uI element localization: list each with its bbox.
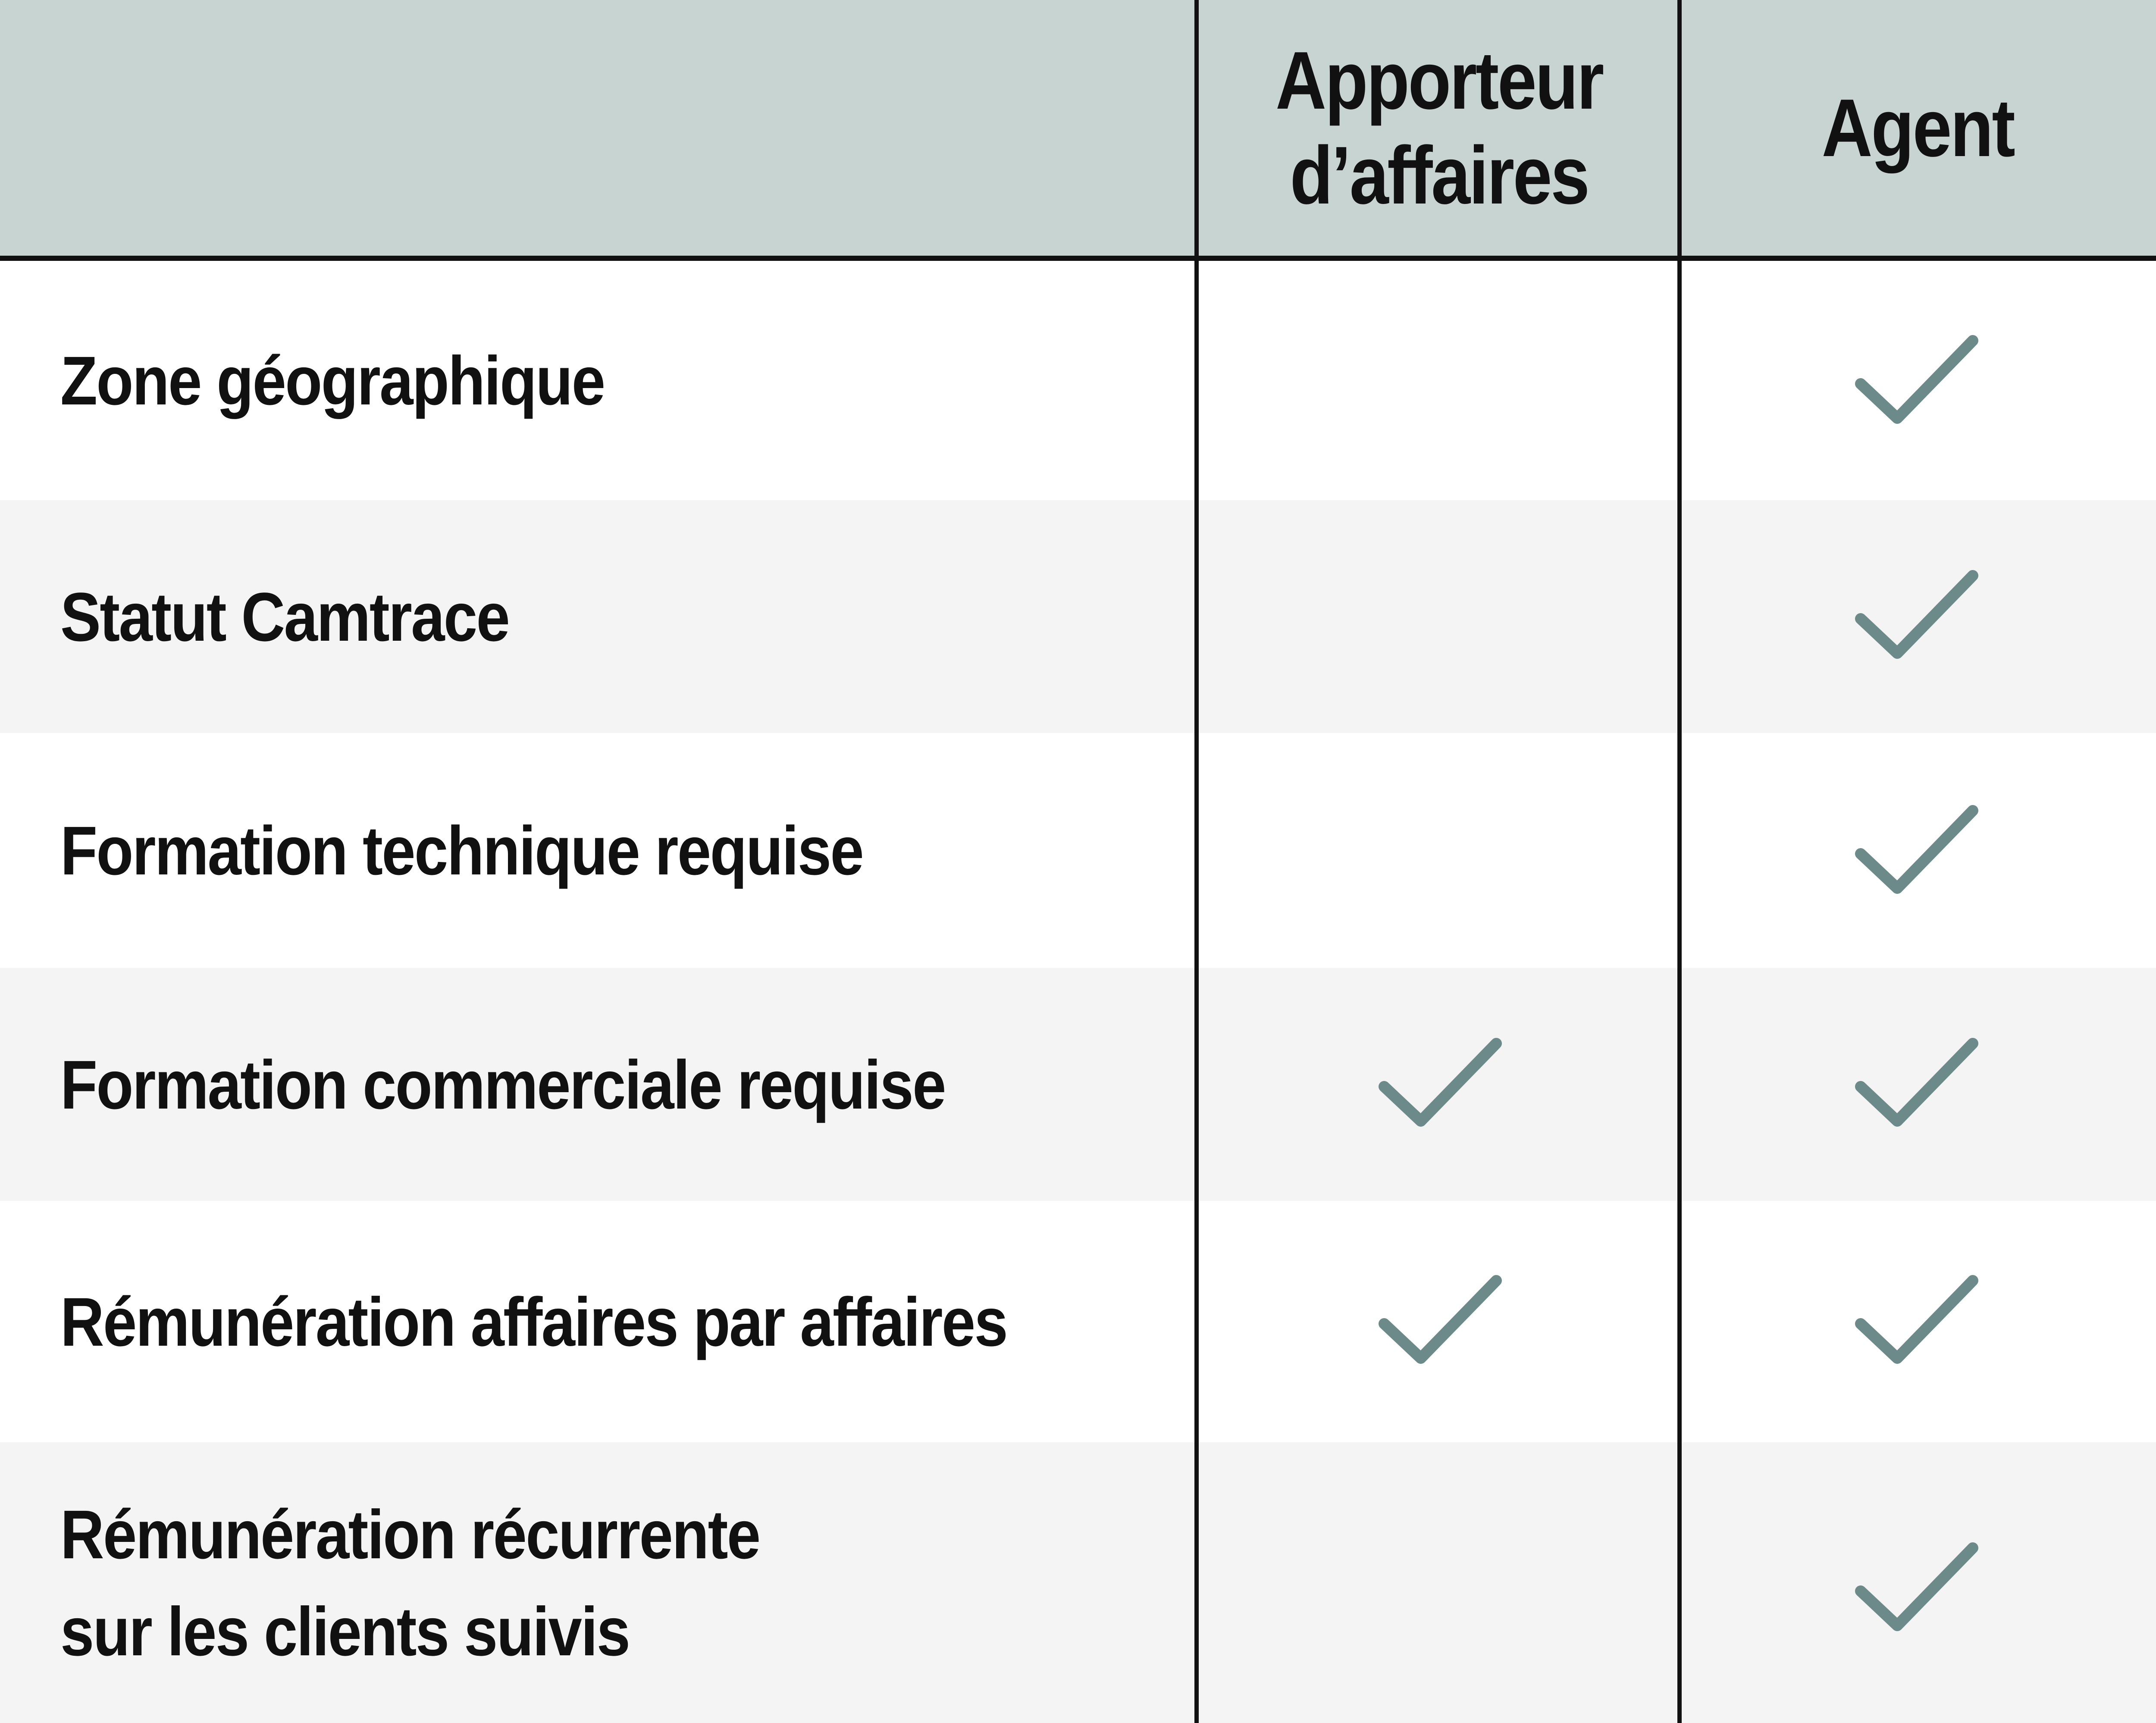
column-header-apporteur: Apporteur d’affaires: [1232, 0, 1646, 256]
column-divider: [1194, 0, 1199, 1723]
row-label-line: Formation commerciale requise: [60, 1046, 946, 1123]
table-header-row: Apporteur d’affaires Agent: [0, 0, 2156, 261]
check-icon: [1852, 567, 1981, 666]
table-row: Zone géographique: [0, 261, 2156, 500]
row-label-line: Formation technique requise: [60, 812, 864, 889]
table-row: Rémunération récurrente sur les clients …: [0, 1442, 2156, 1723]
check-icon: [1852, 332, 1981, 431]
table-row: Rémunération affaires par affaires: [0, 1201, 2156, 1442]
row-label-line: Rémunération affaires par affaires: [60, 1283, 1008, 1360]
row-label-statut-camtrace: Statut Camtrace: [60, 500, 510, 733]
column-header-apporteur-line-2: d’affaires: [1290, 129, 1590, 221]
table-row: Formation technique requise: [0, 733, 2156, 968]
row-label-formation-technique: Formation technique requise: [60, 733, 864, 968]
column-divider: [1677, 0, 1682, 1723]
check-icon: [1852, 1539, 1981, 1638]
check-icon: [1852, 1035, 1981, 1134]
check-icon: [1376, 1272, 1505, 1371]
check-icon: [1852, 1272, 1981, 1371]
check-icon: [1852, 802, 1981, 901]
column-header-agent-line-1: Agent: [1821, 82, 2015, 174]
column-header-agent: Agent: [1713, 0, 2122, 256]
row-label-line: Statut Camtrace: [60, 578, 510, 655]
check-icon: [1376, 1035, 1505, 1134]
row-label-line: Zone géographique: [60, 342, 605, 419]
row-label-formation-commerciale: Formation commerciale requise: [60, 968, 946, 1201]
row-label-line: sur les clients suivis: [60, 1592, 630, 1670]
row-label-zone-geographique: Zone géographique: [60, 261, 605, 500]
row-label-line: Rémunération récurrente: [60, 1495, 761, 1573]
table-row: Formation commerciale requise: [0, 968, 2156, 1201]
row-label-remuneration-recurrente: Rémunération récurrente sur les clients …: [60, 1442, 761, 1723]
row-label-remuneration-affaires: Rémunération affaires par affaires: [60, 1201, 1008, 1442]
table-row: Statut Camtrace: [0, 500, 2156, 733]
column-header-apporteur-line-1: Apporteur: [1275, 34, 1604, 126]
